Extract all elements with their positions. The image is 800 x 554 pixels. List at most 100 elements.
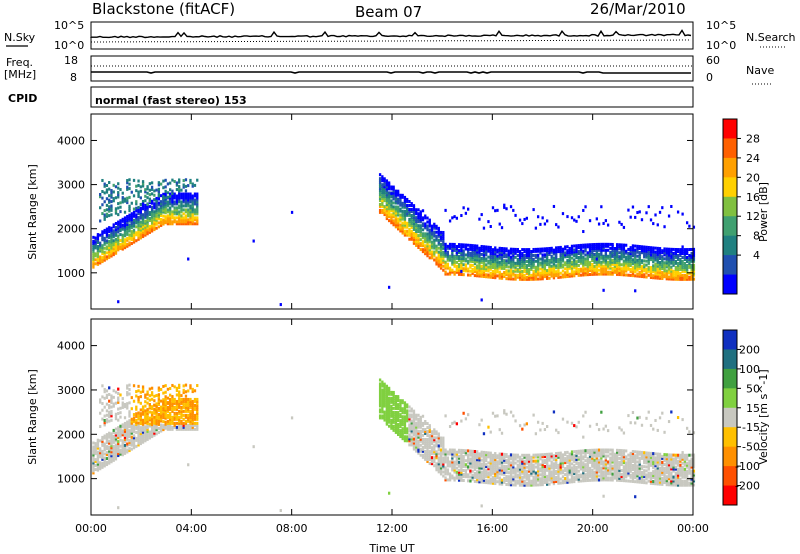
power-cell xyxy=(437,226,440,230)
velocity-cell xyxy=(444,452,447,456)
power-cell xyxy=(137,219,140,223)
velocity-cell xyxy=(439,448,443,452)
power-cell xyxy=(387,205,391,209)
power-cell xyxy=(403,219,407,223)
power-cell xyxy=(403,231,407,235)
power-cell xyxy=(442,238,445,242)
velocity-cell xyxy=(552,458,556,462)
velocity-cell xyxy=(110,436,113,440)
velocity-cell xyxy=(521,457,524,461)
power-cell xyxy=(184,210,188,214)
velocity-cell xyxy=(171,397,174,401)
power-cell xyxy=(191,182,194,186)
power-cell xyxy=(521,277,524,281)
velocity-cell xyxy=(489,471,492,475)
power-cell xyxy=(604,254,608,258)
power-cell xyxy=(577,244,580,248)
power-cell xyxy=(496,274,499,278)
velocity-cell xyxy=(566,460,569,464)
velocity-cell xyxy=(112,440,115,444)
velocity-cell xyxy=(451,474,454,478)
velocity-cell xyxy=(559,481,562,485)
power-cell xyxy=(421,242,425,246)
power-cell xyxy=(166,220,170,224)
power-cell xyxy=(139,214,142,218)
velocity-cell xyxy=(525,453,528,457)
velocity-cell xyxy=(494,458,497,462)
power-cell xyxy=(184,208,188,212)
velocity-cell xyxy=(155,408,158,412)
power-cell xyxy=(613,252,617,256)
power-cell xyxy=(99,249,102,253)
velocity-cell xyxy=(430,448,434,452)
power-cell xyxy=(627,253,630,257)
power-cell xyxy=(582,269,585,273)
power-cell xyxy=(568,248,571,252)
velocity-cell xyxy=(121,403,124,407)
velocity-cell xyxy=(153,421,156,425)
velocity-cell xyxy=(103,442,106,446)
power-cell xyxy=(494,260,497,264)
velocity-cell xyxy=(139,414,142,418)
velocity-cell xyxy=(552,470,556,474)
power-cell xyxy=(105,247,109,251)
power-cell xyxy=(126,236,129,240)
velocity-cell xyxy=(518,467,522,471)
power-cell xyxy=(159,182,163,186)
power-cell xyxy=(672,255,675,259)
power-cell xyxy=(99,195,102,199)
velocity-cell xyxy=(175,411,179,415)
power-cell xyxy=(437,254,440,258)
power-cell xyxy=(433,246,436,250)
velocity-cell xyxy=(473,471,477,475)
velocity-cell xyxy=(480,458,483,462)
power-cell xyxy=(403,233,407,237)
power-cell xyxy=(573,274,576,278)
velocity-cell xyxy=(150,421,154,425)
velocity-cell xyxy=(399,423,402,427)
power-cell xyxy=(471,271,474,275)
power-cell xyxy=(586,263,589,267)
velocity-cell xyxy=(191,417,194,421)
velocity-cell xyxy=(498,460,501,464)
power-cell xyxy=(672,251,675,255)
power-cell xyxy=(473,274,477,278)
velocity-cell xyxy=(527,461,531,465)
power-cell xyxy=(103,184,106,188)
velocity-cell xyxy=(394,412,398,416)
velocity-cell xyxy=(406,405,409,409)
velocity-cell xyxy=(412,427,416,431)
power-cell xyxy=(139,208,142,212)
velocity-cell xyxy=(462,463,465,467)
power-cell xyxy=(399,213,402,217)
power-cell xyxy=(491,262,495,266)
power-cell xyxy=(99,247,102,251)
power-cell xyxy=(631,244,635,248)
power-cell xyxy=(101,190,104,193)
velocity-cell xyxy=(92,465,95,469)
power-cell xyxy=(390,195,393,199)
power-cell xyxy=(126,238,129,242)
power-cell xyxy=(541,267,544,271)
velocity-cell xyxy=(509,471,513,475)
velocity-cell xyxy=(123,439,127,443)
velocity-cell xyxy=(137,413,140,417)
velocity-cell xyxy=(421,423,425,427)
power-cell xyxy=(451,268,454,272)
power-cell xyxy=(634,262,637,266)
power-cell xyxy=(595,257,598,261)
power-cell xyxy=(446,250,449,254)
power-cell xyxy=(606,272,610,276)
power-cell xyxy=(439,266,443,270)
velocity-cell xyxy=(139,420,142,424)
power-cell xyxy=(419,238,422,242)
velocity-cell xyxy=(387,491,391,495)
power-cell xyxy=(390,207,393,211)
power-cell xyxy=(622,253,626,257)
power-cell xyxy=(139,216,142,220)
velocity-cell xyxy=(548,452,551,456)
power-cell xyxy=(690,265,693,269)
power-cell xyxy=(665,277,668,281)
power-cell xyxy=(638,247,641,251)
power-cell xyxy=(146,232,149,236)
